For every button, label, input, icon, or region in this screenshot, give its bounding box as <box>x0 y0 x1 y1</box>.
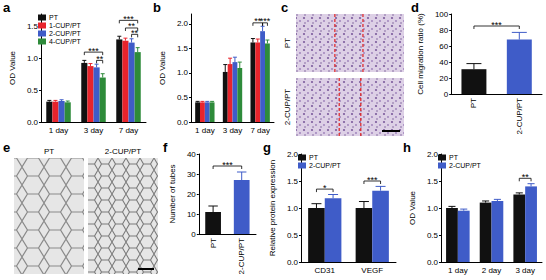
svg-text:0.0: 0.0 <box>287 258 299 267</box>
svg-text:0: 0 <box>444 90 449 99</box>
svg-text:1.5: 1.5 <box>427 177 439 186</box>
svg-text:1.0: 1.0 <box>177 68 189 77</box>
svg-text:**: ** <box>131 28 139 38</box>
svg-text:1.0: 1.0 <box>427 204 439 213</box>
svg-text:2-CUP/PT: 2-CUP/PT <box>515 98 524 135</box>
svg-text:0.0: 0.0 <box>427 258 439 267</box>
svg-text:Relative protein expression: Relative protein expression <box>268 160 277 257</box>
svg-text:0.5: 0.5 <box>177 93 189 102</box>
svg-text:PT: PT <box>283 38 292 48</box>
svg-text:1 day: 1 day <box>448 266 468 275</box>
svg-text:*: * <box>323 183 327 193</box>
svg-text:1-CUP/PT: 1-CUP/PT <box>49 22 82 29</box>
html-text:e: e <box>3 140 11 155</box>
svg-text:2.0: 2.0 <box>177 19 189 28</box>
svg-text:7 day: 7 day <box>119 126 139 135</box>
svg-text:3 day: 3 day <box>515 266 535 275</box>
html-text:c: c <box>281 0 289 15</box>
svg-text:CD31: CD31 <box>315 266 336 275</box>
svg-text:***: *** <box>367 175 378 185</box>
html-text:f: f <box>163 140 168 155</box>
html-text:g: g <box>263 140 271 155</box>
svg-text:20: 20 <box>439 74 448 83</box>
svg-text:0.5: 0.5 <box>27 86 39 95</box>
svg-text:2-CUP/PT: 2-CUP/PT <box>283 89 292 126</box>
svg-text:**: ** <box>522 172 530 182</box>
svg-text:Cell migration ratio (%): Cell migration ratio (%) <box>416 13 425 95</box>
svg-text:0.0: 0.0 <box>27 118 39 127</box>
svg-text:0.5: 0.5 <box>287 231 299 240</box>
svg-text:40: 40 <box>187 150 196 159</box>
svg-text:2-CUP/PT: 2-CUP/PT <box>309 162 342 169</box>
svg-text:4-CUP/PT: 4-CUP/PT <box>49 38 82 45</box>
svg-text:VEGF: VEGF <box>361 266 383 275</box>
svg-text:OD Value: OD Value <box>408 190 417 225</box>
svg-text:10: 10 <box>187 210 196 219</box>
svg-text:**: ** <box>96 54 104 64</box>
html-text:h: h <box>403 140 411 155</box>
svg-text:100: 100 <box>435 10 449 19</box>
svg-text:0: 0 <box>191 230 196 239</box>
svg-text:PT: PT <box>209 238 218 248</box>
svg-text:60: 60 <box>439 42 448 51</box>
svg-text:40: 40 <box>439 58 448 67</box>
svg-text:2.0: 2.0 <box>427 150 439 159</box>
svg-text:3 day: 3 day <box>223 126 243 135</box>
svg-text:PT: PT <box>309 154 319 161</box>
svg-text:1 day: 1 day <box>49 126 69 135</box>
svg-text:2.0: 2.0 <box>287 150 299 159</box>
svg-text:0.5: 0.5 <box>427 231 439 240</box>
svg-text:1.5: 1.5 <box>27 22 39 31</box>
svg-text:OD Value: OD Value <box>8 50 17 85</box>
svg-text:3 day: 3 day <box>84 126 104 135</box>
svg-text:1.5: 1.5 <box>287 177 299 186</box>
html-text:b: b <box>153 0 161 15</box>
svg-text:80: 80 <box>439 26 448 35</box>
svg-text:2 day: 2 day <box>482 266 502 275</box>
svg-text:2-CUP/PT: 2-CUP/PT <box>49 30 82 37</box>
svg-text:***: *** <box>260 16 271 26</box>
svg-text:PT: PT <box>49 14 59 21</box>
svg-text:PT: PT <box>449 154 459 161</box>
svg-text:1.0: 1.0 <box>27 54 39 63</box>
svg-text:7 day: 7 day <box>250 126 270 135</box>
svg-text:30: 30 <box>187 170 196 179</box>
svg-text:2-CUP/PT: 2-CUP/PT <box>449 162 482 169</box>
svg-text:OD Value: OD Value <box>158 50 167 85</box>
svg-text:Number of tubes: Number of tubes <box>168 164 177 223</box>
svg-text:PT: PT <box>469 98 478 108</box>
svg-text:0.0: 0.0 <box>177 118 189 127</box>
html-text:d: d <box>411 0 419 15</box>
html-text:a: a <box>3 0 11 15</box>
svg-text:2-CUP/PT: 2-CUP/PT <box>237 238 246 275</box>
svg-text:***: *** <box>222 160 233 170</box>
svg-text:***: *** <box>491 20 502 30</box>
svg-text:PT: PT <box>44 147 54 156</box>
svg-text:2-CUP/PT: 2-CUP/PT <box>105 147 142 156</box>
svg-text:1.5: 1.5 <box>177 44 189 53</box>
svg-text:1 day: 1 day <box>195 126 215 135</box>
svg-text:1.0: 1.0 <box>287 204 299 213</box>
svg-text:20: 20 <box>187 190 196 199</box>
